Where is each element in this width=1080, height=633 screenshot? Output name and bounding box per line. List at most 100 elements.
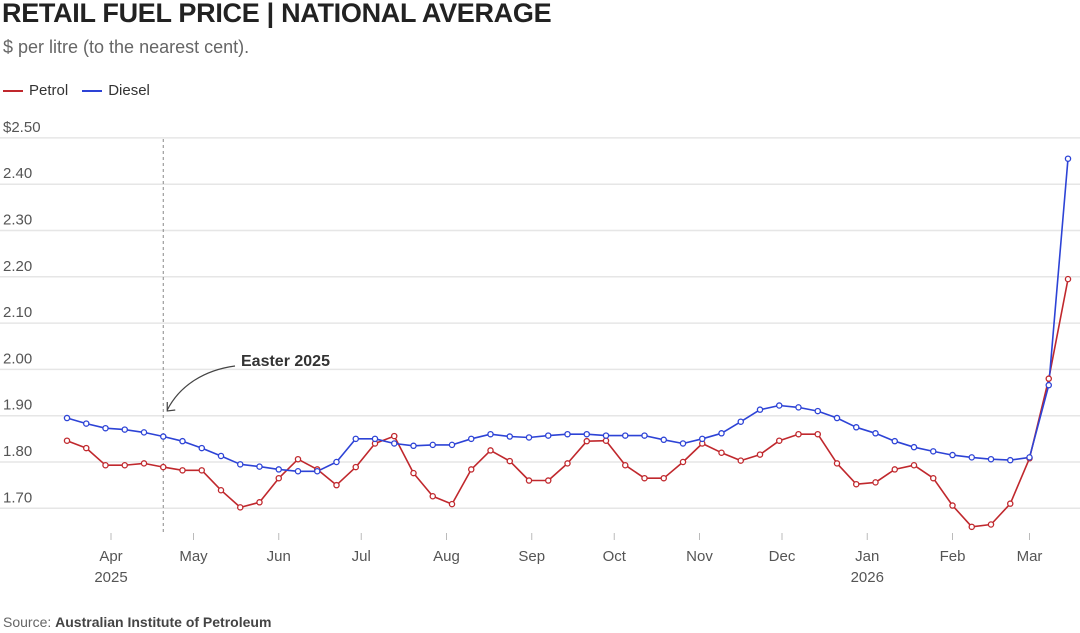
data-point-diesel: [179, 437, 186, 445]
y-tick-label: 1.80: [3, 443, 32, 460]
data-point-petrol: [121, 461, 129, 469]
data-point-diesel: [795, 404, 802, 411]
y-tick-label: 2.30: [3, 212, 32, 229]
source-name: Australian Institute of Petroleum: [55, 614, 272, 630]
data-point-petrol: [390, 432, 398, 440]
data-point-petrol: [872, 479, 879, 486]
data-point-diesel: [159, 433, 167, 440]
data-point-petrol: [949, 502, 956, 509]
data-point-petrol: [352, 463, 359, 471]
x-year-label: 2026: [851, 569, 884, 586]
data-point-diesel: [968, 454, 976, 461]
data-point-diesel: [660, 436, 668, 444]
petrol-swatch: [3, 89, 23, 92]
data-point-petrol: [602, 437, 610, 444]
data-point-diesel: [699, 435, 706, 443]
x-tick-label: May: [179, 548, 208, 565]
data-point-petrol: [833, 460, 841, 467]
data-point-petrol: [737, 457, 745, 464]
x-tick-label: Jun: [267, 548, 291, 565]
data-point-diesel: [853, 424, 860, 431]
series-line-petrol: [66, 278, 1069, 528]
data-point-petrol: [910, 461, 918, 469]
data-point-diesel: [737, 418, 745, 425]
data-point-petrol: [660, 474, 668, 482]
data-point-petrol: [622, 461, 629, 469]
data-point-diesel: [236, 461, 244, 468]
data-point-petrol: [545, 477, 552, 484]
x-tick-label: Dec: [769, 548, 796, 565]
data-point-diesel: [371, 435, 379, 443]
data-point-petrol: [467, 466, 475, 473]
annotation-arrowhead-icon: [166, 402, 176, 412]
data-point-diesel: [987, 455, 995, 463]
data-point-petrol: [140, 460, 148, 467]
data-point-diesel: [467, 435, 475, 443]
data-point-diesel: [545, 432, 552, 439]
data-point-petrol: [159, 463, 167, 471]
y-tick-label: 2.10: [3, 304, 32, 321]
data-point-diesel: [564, 430, 571, 438]
data-point-petrol: [1064, 275, 1072, 283]
y-tick-label: 2.20: [3, 258, 32, 275]
data-point-petrol: [333, 481, 340, 489]
data-point-petrol: [217, 486, 225, 494]
data-point-petrol: [506, 457, 513, 465]
data-point-diesel: [1045, 381, 1053, 389]
legend: Petrol Diesel: [3, 82, 150, 99]
data-point-diesel: [525, 434, 533, 441]
chart-title: RETAIL FUEL PRICE | NATIONAL AVERAGE: [2, 0, 552, 28]
data-point-diesel: [1026, 454, 1033, 461]
data-point-petrol: [275, 474, 282, 482]
chart-subtitle: $ per litre (to the nearest cent).: [3, 37, 250, 57]
data-point-petrol: [236, 504, 244, 511]
data-point-diesel: [910, 443, 918, 451]
data-point-diesel: [1007, 456, 1014, 464]
data-point-diesel: [217, 452, 225, 460]
data-point-diesel: [814, 407, 822, 415]
y-tick-label: 2.40: [3, 165, 32, 182]
legend-label-petrol: Petrol: [29, 82, 69, 99]
data-point-diesel: [256, 463, 263, 470]
data-point-petrol: [410, 469, 417, 477]
data-point-diesel: [352, 435, 359, 443]
data-point-diesel: [313, 468, 321, 475]
x-tick-label: Sep: [518, 548, 545, 565]
data-point-diesel: [949, 451, 956, 459]
data-point-diesel: [872, 430, 879, 437]
data-point-diesel: [583, 430, 591, 438]
data-point-diesel: [930, 448, 937, 455]
data-point-petrol: [968, 523, 976, 531]
data-point-diesel: [756, 406, 764, 413]
source-note: Source: Australian Institute of Petroleu…: [3, 614, 271, 630]
data-point-petrol: [487, 447, 494, 454]
data-point-petrol: [756, 451, 764, 458]
data-point-petrol: [429, 493, 436, 500]
data-point-petrol: [198, 467, 205, 474]
data-point-petrol: [294, 455, 302, 463]
data-point-diesel: [776, 402, 783, 409]
data-point-petrol: [179, 467, 186, 474]
data-point-diesel: [390, 440, 398, 447]
data-point-diesel: [63, 414, 71, 422]
data-point-petrol: [853, 480, 860, 488]
data-point-diesel: [487, 430, 494, 438]
data-point-petrol: [448, 500, 456, 508]
data-point-diesel: [1064, 155, 1072, 162]
data-point-diesel: [275, 466, 282, 473]
data-point-diesel: [429, 441, 436, 449]
data-point-diesel: [679, 440, 687, 447]
data-point-diesel: [102, 424, 109, 432]
data-point-petrol: [83, 444, 90, 452]
data-point-diesel: [448, 441, 456, 449]
data-point-diesel: [410, 442, 417, 450]
data-point-petrol: [1007, 500, 1014, 507]
x-year-label: 2025: [94, 569, 127, 586]
diesel-swatch: [82, 89, 103, 92]
data-point-petrol: [256, 499, 263, 506]
data-point-petrol: [814, 430, 822, 438]
data-point-petrol: [776, 437, 783, 444]
data-point-diesel: [718, 430, 725, 437]
data-point-petrol: [891, 466, 899, 473]
data-point-diesel: [602, 432, 610, 439]
